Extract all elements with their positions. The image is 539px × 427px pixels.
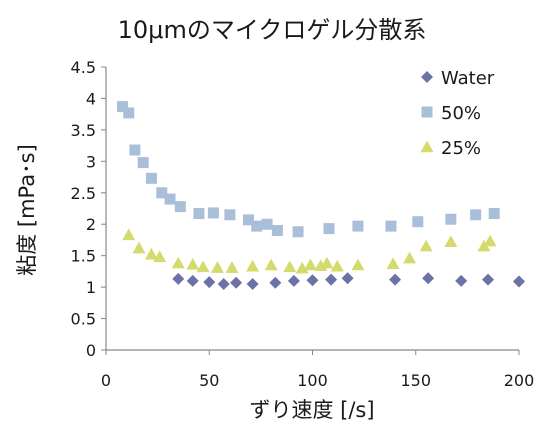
legend-label: Water	[441, 68, 495, 89]
data-point	[264, 258, 278, 271]
data-point	[174, 201, 186, 213]
data-point	[477, 239, 491, 252]
data-point	[122, 228, 136, 241]
data-point	[470, 209, 482, 221]
x-tick-label: 200	[504, 371, 535, 390]
data-point	[422, 272, 435, 285]
y-tick-label: 1	[86, 278, 96, 297]
data-point	[295, 261, 309, 274]
data-point	[287, 274, 300, 287]
y-tick-label: 1.5	[71, 247, 96, 266]
y-tick-label: 0.5	[71, 310, 96, 329]
data-point	[271, 225, 283, 237]
legend-item: 50%	[421, 103, 481, 124]
y-tick-label: 4.5	[71, 58, 96, 77]
data-point	[211, 261, 225, 273]
data-point	[193, 208, 205, 220]
series-1	[117, 101, 500, 238]
data-point	[389, 273, 402, 286]
data-point	[269, 276, 282, 289]
legend-label: 50%	[441, 103, 481, 124]
data-point	[246, 259, 260, 272]
data-point	[419, 239, 433, 252]
data-point	[386, 257, 400, 270]
data-point	[325, 273, 338, 286]
data-point	[225, 261, 239, 273]
x-tick-label: 100	[297, 371, 328, 390]
data-point	[186, 257, 200, 270]
legend: Water 50% 25%	[420, 68, 495, 159]
data-point	[246, 277, 259, 290]
data-point	[153, 250, 167, 263]
chart-title: 10μmのマイクロゲル分散系	[118, 16, 427, 44]
data-point	[203, 276, 216, 289]
x-axis-label: ずり速度 [/s]	[249, 398, 374, 422]
data-point	[164, 193, 176, 205]
data-point	[251, 220, 263, 232]
x-tick-label: 50	[199, 371, 219, 390]
y-tick-label: 2	[86, 215, 96, 234]
x-tick-label: 0	[101, 371, 111, 390]
data-point	[132, 241, 146, 254]
data-point	[230, 276, 243, 289]
data-point	[303, 258, 317, 271]
data-point	[323, 223, 335, 235]
data-point	[171, 256, 185, 269]
y-tick-label: 3.5	[71, 121, 96, 140]
data-point	[283, 260, 297, 273]
data-point	[412, 216, 424, 228]
x-axis-ticks: 0 50 100 150 200	[101, 350, 534, 390]
data-point	[488, 208, 500, 220]
data-point	[144, 247, 158, 260]
data-point	[261, 218, 273, 230]
data-point	[129, 144, 141, 156]
data-point	[207, 207, 219, 219]
y-tick-label: 4	[86, 89, 96, 108]
data-point	[351, 258, 365, 271]
series-layer	[117, 101, 525, 290]
data-point	[513, 275, 525, 288]
legend-marker	[420, 140, 434, 153]
legend-marker	[421, 106, 433, 118]
y-tick-label: 3	[86, 152, 96, 171]
data-point	[242, 214, 254, 226]
legend-label: 25%	[441, 138, 481, 159]
data-point	[320, 256, 334, 269]
y-tick-label: 2.5	[71, 184, 96, 203]
data-point	[156, 187, 168, 199]
data-point	[482, 273, 495, 286]
x-tick-label: 150	[400, 371, 431, 390]
data-point	[117, 101, 129, 113]
data-point	[196, 260, 210, 273]
data-point	[385, 220, 397, 232]
data-point	[403, 251, 417, 264]
data-point	[123, 107, 135, 119]
data-point	[330, 259, 344, 272]
data-point	[444, 235, 458, 248]
legend-item: Water	[421, 68, 495, 89]
y-tick-label: 0	[86, 341, 96, 360]
data-point	[445, 213, 457, 225]
data-point	[306, 274, 319, 287]
series-2	[122, 228, 497, 274]
data-point	[292, 226, 304, 238]
data-point	[341, 272, 354, 285]
data-point	[186, 274, 199, 287]
data-point	[455, 274, 468, 287]
y-axis-label: 粘度 [mPa･s]	[15, 144, 39, 276]
data-point	[145, 172, 157, 184]
legend-item: 25%	[420, 138, 481, 159]
data-point	[172, 272, 185, 285]
y-axis-ticks: 0 0.5 1 1.5 2 2.5 3 3.5 4 4.5	[71, 58, 106, 360]
data-point	[137, 157, 149, 169]
data-point	[483, 234, 497, 247]
data-point	[352, 220, 364, 232]
series-0	[172, 272, 525, 290]
data-point	[224, 209, 236, 221]
legend-marker	[421, 71, 433, 83]
data-point	[217, 277, 230, 290]
